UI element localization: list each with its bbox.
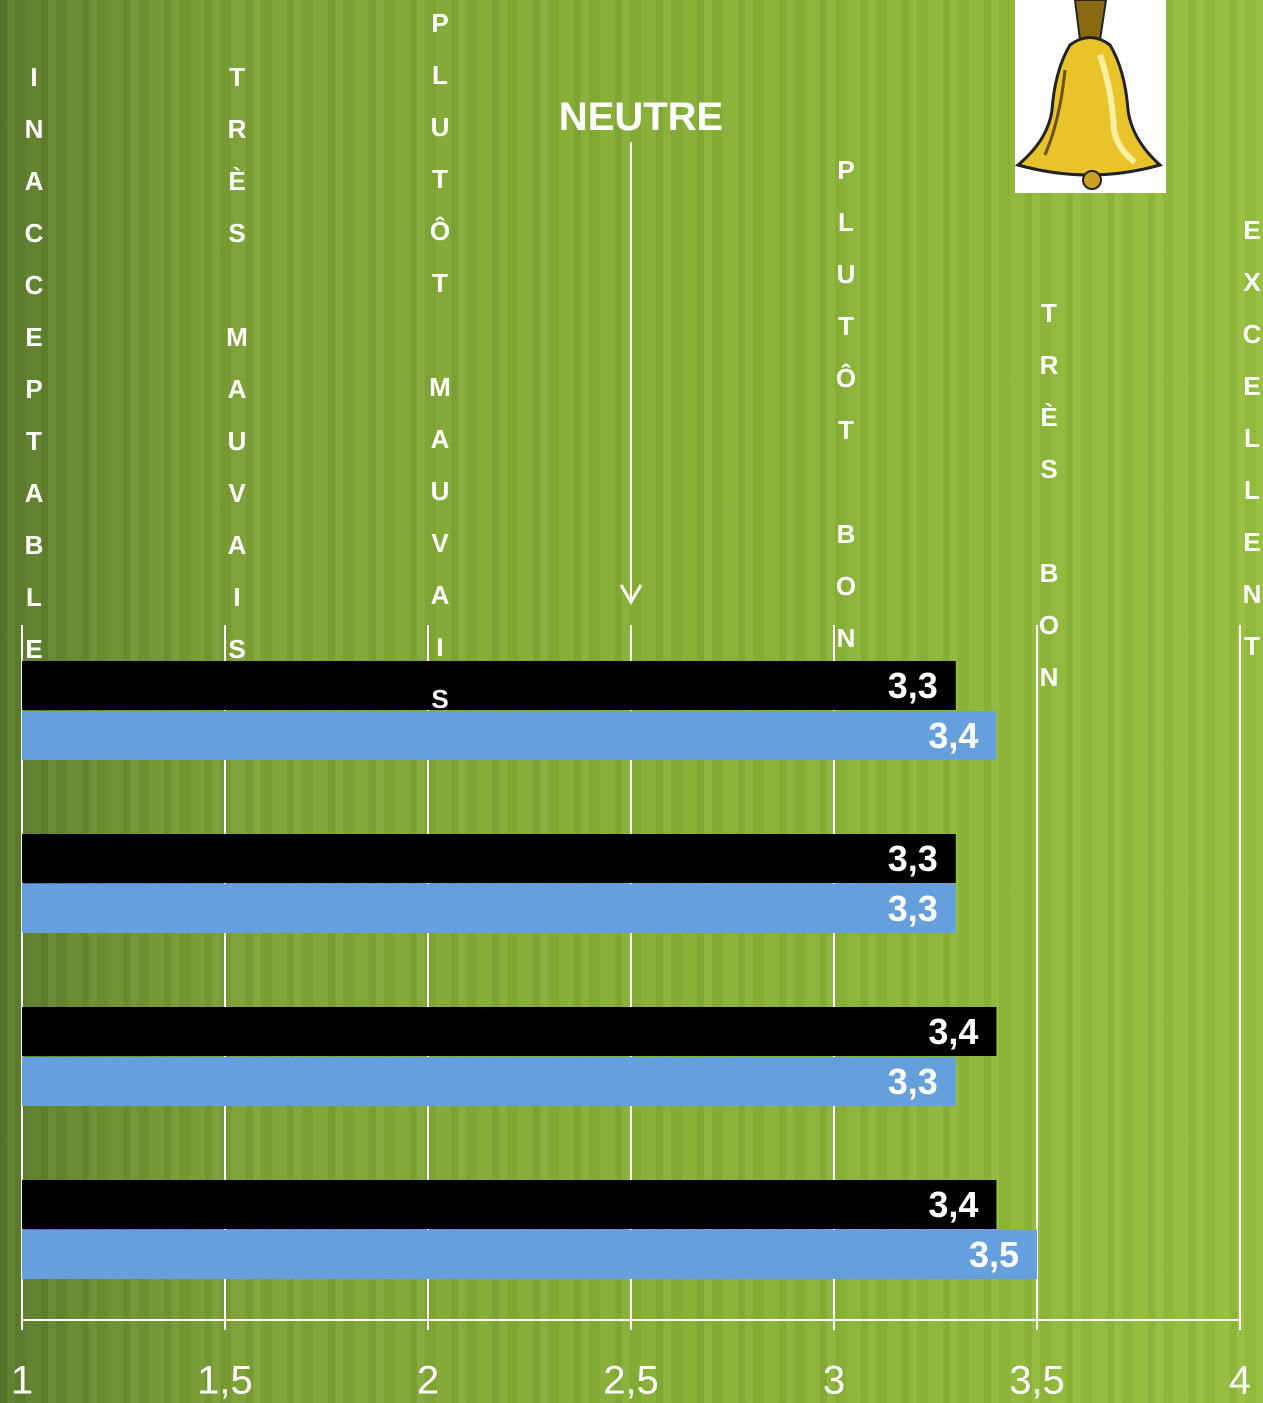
x-tick-label: 1,5 <box>197 1359 253 1403</box>
value-label: 3,4 <box>928 715 978 756</box>
bar <box>22 884 956 933</box>
bar <box>22 711 997 760</box>
scale-label: NEUTRE <box>558 95 724 139</box>
scale-label: TRÈS MAUVAIS <box>222 62 252 686</box>
value-label: 3,5 <box>969 1234 1019 1275</box>
bar <box>22 1230 1037 1279</box>
value-label: 3,3 <box>888 888 938 929</box>
scale-label: PLUTÔT BON <box>831 155 861 675</box>
value-label: 3,4 <box>928 1184 978 1225</box>
bar <box>22 661 956 710</box>
value-label: 3,3 <box>888 1061 938 1102</box>
scale-label: INACCEPTABLE <box>19 62 49 686</box>
x-tick-label: 3,5 <box>1009 1359 1065 1403</box>
bar <box>22 1180 997 1229</box>
value-label: 3,4 <box>928 1011 978 1052</box>
scale-label: TRÈS BON <box>1034 298 1064 714</box>
scale-label: EXCELLENT <box>1237 215 1263 683</box>
value-label: 3,3 <box>888 838 938 879</box>
x-tick-label: 2,5 <box>603 1359 659 1403</box>
x-tick-label: 1 <box>11 1359 33 1403</box>
x-tick-label: 2 <box>417 1359 439 1403</box>
bar <box>22 1057 956 1106</box>
scale-label: PLUTÔT MAUVAIS <box>425 8 455 736</box>
bar <box>22 834 956 883</box>
bell-image <box>1014 0 1166 193</box>
x-tick-label: 3 <box>823 1359 845 1403</box>
arrow-head <box>619 584 643 605</box>
x-tick-label: 4 <box>1229 1359 1251 1403</box>
bar <box>22 1007 997 1056</box>
value-label: 3,3 <box>888 665 938 706</box>
